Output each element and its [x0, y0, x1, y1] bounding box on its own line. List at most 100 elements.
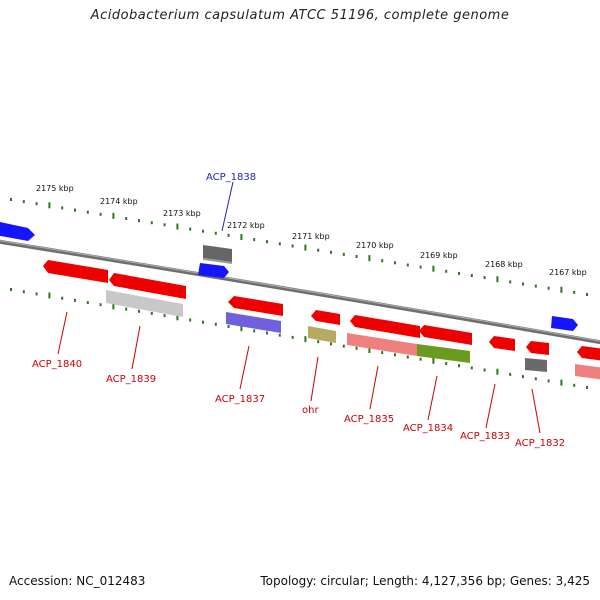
lower-scale-tick: [22, 290, 25, 294]
forward-gene-acp1838[interactable]: [203, 245, 232, 262]
lower-scale-tick: [35, 292, 38, 296]
reverse-gene-acp1834-shaded[interactable]: [417, 344, 470, 363]
upper-scale-tick: [509, 280, 512, 284]
lower-scale-tick: [74, 298, 76, 302]
gene-label-acp1833[interactable]: ACP_1833: [460, 431, 510, 442]
upper-scale-tick: [22, 200, 25, 204]
reverse-gene-acp1832[interactable]: [526, 341, 549, 355]
forward-gene-small[interactable]: [198, 263, 229, 278]
gene-label-ohr[interactable]: ohr: [302, 405, 319, 416]
lower-scale-tick: [458, 364, 460, 368]
upper-scale-tick: [458, 271, 460, 275]
upper-scale-tick: [445, 269, 448, 273]
gene-label-acp1834[interactable]: ACP_1834: [403, 423, 453, 434]
upper-scale-tick: [483, 276, 486, 280]
lower-scale-ticks: [10, 288, 588, 389]
leader-acp1832: [531, 388, 541, 434]
upper-scale-tick: [330, 250, 332, 254]
reverse-gene-acp1839-shaded[interactable]: [106, 290, 183, 317]
lower-scale-tick: [432, 357, 435, 364]
reverse-gene-right[interactable]: [577, 346, 600, 361]
scale-label-2172: 2172 kbp: [227, 221, 265, 230]
lower-scale-tick: [342, 344, 345, 348]
reverse-gene-acp1834[interactable]: [419, 325, 472, 345]
upper-scale-tick: [253, 238, 256, 242]
leader-acp1839: [131, 325, 141, 370]
lower-scale-tick: [368, 347, 371, 353]
reverse-gene-acp1832-shaded[interactable]: [525, 358, 547, 372]
upper-scale-tick: [163, 223, 166, 227]
reverse-gene-right-shaded[interactable]: [575, 364, 600, 380]
reverse-gene-ohr[interactable]: [311, 310, 340, 325]
upper-scale-tick: [86, 210, 89, 214]
lower-scale-tick: [586, 386, 588, 389]
reverse-gene-acp1835-shaded[interactable]: [347, 333, 417, 356]
lower-scale-tick: [534, 377, 537, 381]
forward-gene-right[interactable]: [551, 316, 578, 331]
lower-scale-tick: [419, 357, 422, 361]
upper-scale-tick: [355, 255, 358, 258]
reverse-gene-acp1840[interactable]: [43, 260, 108, 283]
lower-scale-tick: [266, 331, 268, 335]
upper-scale-tick: [240, 234, 243, 240]
scale-label-2173: 2173 kbp: [163, 209, 201, 218]
upper-scale-tick: [419, 265, 422, 269]
reverse-gene-acp1835[interactable]: [350, 315, 420, 338]
reverse-gene-acp1837[interactable]: [228, 296, 283, 316]
lower-scale-tick: [48, 292, 51, 299]
reverse-gene-acp1839[interactable]: [109, 273, 186, 299]
scale-label-2168: 2168 kbp: [485, 260, 523, 269]
upper-scale-tick: [368, 255, 371, 262]
upper-scale-tick: [125, 217, 128, 220]
upper-scale-tick: [112, 212, 115, 219]
genome-backbone-highlight: [0, 240, 600, 342]
reverse-gene-ohr-shaded[interactable]: [308, 326, 336, 343]
lower-scale-tick: [99, 303, 102, 307]
footer-genome-info: Topology: circular; Length: 4,127,356 bp…: [260, 574, 590, 588]
upper-scale-tick: [99, 212, 102, 216]
scale-label-2170: 2170 kbp: [356, 241, 394, 250]
gene-label-acp1832[interactable]: ACP_1832: [515, 438, 565, 449]
upper-scale-tick: [317, 248, 320, 252]
upper-scale-tick: [522, 282, 524, 286]
lower-scale-tick: [560, 379, 563, 386]
upper-scale-tick: [560, 286, 563, 293]
lower-scale-tick: [176, 314, 179, 321]
upper-scale-tick: [227, 233, 230, 237]
leader-acp1837: [239, 345, 250, 390]
lower-scale-tick: [381, 351, 384, 355]
lower-scale-tick: [317, 340, 320, 344]
map-title: Acidobacterium capsulatum ATCC 51196, co…: [90, 8, 510, 23]
gene-label-acp1840[interactable]: ACP_1840: [32, 359, 82, 370]
leader-acp1835: [369, 365, 379, 410]
gene-label-acp1839[interactable]: ACP_1839: [106, 374, 156, 385]
gene-label-acp1835[interactable]: ACP_1835: [344, 414, 394, 425]
upper-scale-tick: [534, 284, 537, 288]
upper-scale-tick: [394, 261, 396, 265]
lower-scale-tick: [304, 336, 307, 343]
lower-scale-tick: [509, 372, 512, 376]
gene-label-acp1838[interactable]: ACP_1838: [206, 172, 256, 183]
lower-scale-tick: [522, 375, 524, 379]
leader-acp1840: [57, 311, 68, 355]
upper-scale-tick: [138, 219, 140, 223]
lower-scale-tick: [355, 346, 358, 350]
upper-scale-tick: [61, 206, 64, 210]
upper-scale-tick: [342, 252, 345, 256]
reverse-gene-acp1837-shaded[interactable]: [226, 312, 281, 333]
upper-scale-tick: [74, 208, 76, 212]
leader-acp1838: [221, 181, 234, 232]
forward-gene-left[interactable]: [0, 221, 35, 241]
footer-accession: Accession: NC_012483: [9, 574, 146, 588]
upper-scale-tick: [586, 293, 588, 296]
leader-ohr: [310, 356, 319, 402]
reverse-gene-acp1833[interactable]: [489, 336, 515, 351]
lower-scale-tick: [61, 296, 64, 300]
lower-scale-tick: [394, 353, 396, 357]
lower-scale-tick: [547, 379, 550, 383]
gene-label-acp1837[interactable]: ACP_1837: [215, 394, 265, 405]
upper-scale-tick: [150, 221, 153, 225]
lower-scale-tick: [483, 368, 486, 372]
upper-scale-tick: [189, 227, 192, 231]
upper-scale-tick: [202, 229, 204, 233]
